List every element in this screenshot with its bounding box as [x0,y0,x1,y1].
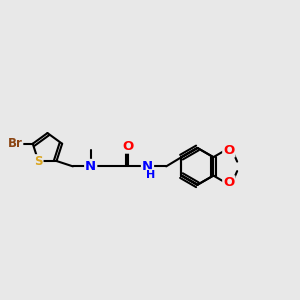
Text: O: O [123,140,134,153]
Text: Br: Br [8,137,22,150]
Text: S: S [34,155,43,168]
Text: O: O [223,176,235,189]
Text: N: N [142,160,153,173]
Text: O: O [223,143,235,157]
Text: N: N [85,160,96,173]
Text: H: H [146,170,156,180]
